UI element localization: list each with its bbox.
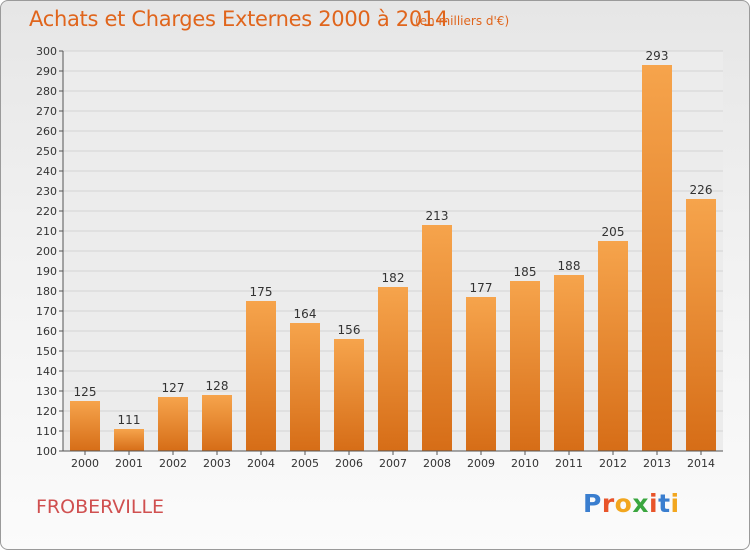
y-tick-label: 190 <box>36 265 57 278</box>
x-tick-label: 2004 <box>247 457 275 470</box>
logo-letter: P <box>583 489 602 518</box>
bar <box>246 301 276 451</box>
data-label: 177 <box>470 281 493 295</box>
town-name: FROBERVILLE <box>36 496 165 518</box>
data-label: 188 <box>558 259 581 273</box>
bar <box>422 225 452 451</box>
data-label: 185 <box>514 265 537 279</box>
x-tick-label: 2013 <box>643 457 671 470</box>
y-tick-label: 110 <box>36 425 57 438</box>
data-label: 182 <box>382 271 405 285</box>
x-tick-label: 2003 <box>203 457 231 470</box>
logo-letter: t <box>658 489 671 518</box>
logo-letter: i <box>670 489 680 518</box>
y-tick-label: 120 <box>36 405 57 418</box>
y-tick-label: 250 <box>36 145 57 158</box>
bar <box>202 395 232 451</box>
x-tick-label: 2005 <box>291 457 319 470</box>
x-tick-label: 2006 <box>335 457 363 470</box>
y-tick-label: 260 <box>36 125 57 138</box>
data-label: 111 <box>118 413 141 427</box>
x-tick-label: 2009 <box>467 457 495 470</box>
x-tick-label: 2002 <box>159 457 187 470</box>
x-tick-label: 2000 <box>71 457 99 470</box>
y-tick-label: 300 <box>36 45 57 58</box>
bar <box>642 65 672 451</box>
y-tick-label: 240 <box>36 165 57 178</box>
data-label: 213 <box>426 209 449 223</box>
x-tick-label: 2001 <box>115 457 143 470</box>
y-tick-label: 180 <box>36 285 57 298</box>
bar <box>378 287 408 451</box>
chart-title: Achats et Charges Externes 2000 à 2014 <box>29 7 449 31</box>
logo-letter: o <box>614 489 633 518</box>
x-tick-label: 2007 <box>379 457 407 470</box>
y-tick-label: 290 <box>36 65 57 78</box>
y-tick-label: 100 <box>36 445 57 458</box>
data-label: 226 <box>690 183 713 197</box>
x-tick-label: 2008 <box>423 457 451 470</box>
chart-unit: (en milliers d'€) <box>415 14 510 28</box>
data-label: 175 <box>250 285 273 299</box>
y-tick-label: 170 <box>36 305 57 318</box>
y-tick-label: 270 <box>36 105 57 118</box>
y-tick-label: 160 <box>36 325 57 338</box>
bar <box>334 339 364 451</box>
bar <box>114 429 144 451</box>
bar <box>554 275 584 451</box>
data-label: 156 <box>338 323 361 337</box>
x-tick-label: 2014 <box>687 457 715 470</box>
x-tick-label: 2012 <box>599 457 627 470</box>
data-label: 205 <box>602 225 625 239</box>
data-label: 293 <box>646 49 669 63</box>
bar <box>158 397 188 451</box>
y-tick-label: 130 <box>36 385 57 398</box>
logo-letter: x <box>632 489 649 518</box>
bar <box>466 297 496 451</box>
bar <box>70 401 100 451</box>
y-tick-label: 210 <box>36 225 57 238</box>
bar <box>290 323 320 451</box>
y-tick-label: 230 <box>36 185 57 198</box>
y-tick-label: 150 <box>36 345 57 358</box>
y-tick-label: 200 <box>36 245 57 258</box>
bar <box>686 199 716 451</box>
x-tick-label: 2010 <box>511 457 539 470</box>
data-label: 125 <box>74 385 97 399</box>
y-tick-label: 280 <box>36 85 57 98</box>
bar <box>510 281 540 451</box>
data-label: 127 <box>162 381 185 395</box>
x-tick-label: 2011 <box>555 457 583 470</box>
logo-letter: r <box>601 489 615 518</box>
data-label: 164 <box>294 307 317 321</box>
bar <box>598 241 628 451</box>
logo-letter: i <box>649 489 659 518</box>
proxiti-logo[interactable]: Proxiti <box>583 489 680 518</box>
y-tick-label: 220 <box>36 205 57 218</box>
data-label: 128 <box>206 379 229 393</box>
y-tick-label: 140 <box>36 365 57 378</box>
